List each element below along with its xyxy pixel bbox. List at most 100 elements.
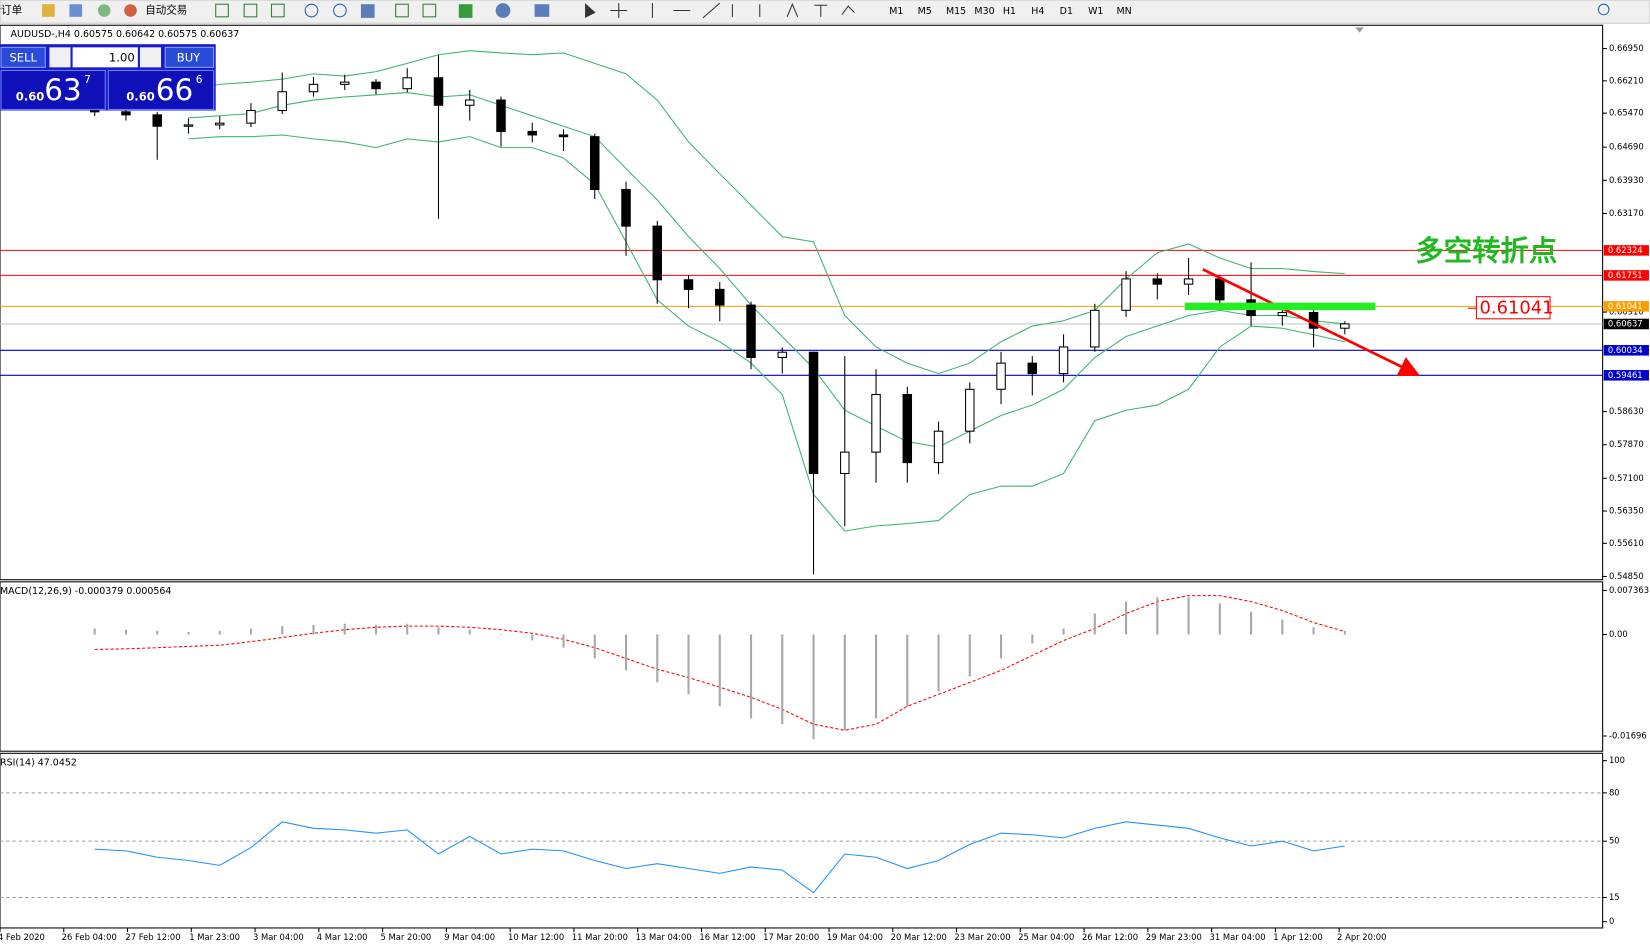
search-icon[interactable]: [1597, 3, 1610, 16]
y-tick-label: 0.54850: [1609, 571, 1644, 581]
y-tick-label: 80: [1609, 787, 1620, 797]
x-tick-label: 16 Mar 12:00: [699, 932, 755, 942]
icon[interactable]: [360, 4, 375, 18]
auto-trade[interactable]: 自动交易: [145, 4, 187, 17]
ask-small[interactable]: 6: [196, 74, 203, 86]
bid-box[interactable]: [0, 69, 106, 110]
timeframe[interactable]: M30: [974, 6, 994, 17]
icon[interactable]: [333, 3, 347, 18]
rsi-title: RSI(14) 47.0452: [0, 757, 77, 768]
y-tick-label: 0.00: [1609, 629, 1628, 639]
volume-input[interactable]: [72, 47, 138, 68]
candle-body: [1215, 278, 1225, 301]
timeframe[interactable]: D1: [1060, 6, 1073, 17]
candle-body: [214, 122, 225, 126]
candle-body: [840, 451, 850, 475]
candle-body: [402, 77, 412, 90]
bid-main[interactable]: 63: [44, 73, 81, 107]
icon[interactable]: [534, 4, 550, 17]
x-tick-label: 4 Mar 12:00: [317, 932, 368, 942]
auto-trade-icon[interactable]: [124, 4, 137, 17]
icon[interactable]: [610, 3, 628, 18]
toolbar-bg: [0, 0, 1650, 24]
icon[interactable]: [458, 4, 473, 18]
y-tick-label: 0.58630: [1609, 406, 1644, 416]
macd-bar: [687, 634, 690, 695]
volume-up[interactable]: [139, 47, 162, 68]
x-tick-label: 9 Mar 04:00: [444, 932, 495, 942]
x-tick-label: 27 Feb 12:00: [125, 932, 180, 942]
bid-small[interactable]: 7: [84, 74, 91, 86]
x-tick-label: 31 Mar 04:00: [1210, 932, 1266, 942]
candle-body: [1058, 346, 1069, 375]
band-line: [188, 134, 1345, 532]
macd-bar: [156, 630, 159, 635]
icon[interactable]: [651, 2, 761, 19]
icon[interactable]: [585, 3, 596, 18]
icon[interactable]: [304, 3, 319, 18]
candle-body: [808, 351, 819, 475]
macd-bar: [531, 634, 534, 641]
ask-big[interactable]: 0.60: [126, 89, 155, 103]
new-order[interactable]: 新订单: [0, 4, 22, 17]
x-tick-label: 1 Mar 23:00: [189, 932, 240, 942]
icon[interactable]: [395, 3, 409, 18]
x-tick-label: 11 Mar 20:00: [572, 932, 628, 942]
x-tick-label: 19 Mar 04:00: [827, 932, 883, 942]
macd-bar: [749, 634, 753, 719]
tool-icons: [215, 2, 1610, 19]
macd-bar: [968, 634, 971, 677]
macd-pane: [0, 581, 1604, 752]
macd-bar: [906, 634, 909, 707]
macd-bar: [874, 634, 878, 719]
ask-main[interactable]: 66: [156, 73, 193, 107]
sell-label[interactable]: SELL: [9, 50, 37, 64]
timeframe[interactable]: M15: [946, 6, 966, 17]
x-tick-label: 2 Apr 20:00: [1337, 932, 1386, 942]
volume-down[interactable]: [49, 47, 71, 68]
macd-bar: [437, 627, 440, 635]
buy-label[interactable]: BUY: [177, 50, 201, 64]
timeframe[interactable]: MN: [1116, 6, 1131, 17]
y-tick-label: 50: [1609, 836, 1620, 846]
timeframe[interactable]: M1: [889, 6, 903, 17]
candle-body: [465, 99, 475, 106]
volume[interactable]: 1.00: [109, 50, 135, 64]
level-label: 0.61041: [1608, 301, 1643, 311]
timeframe[interactable]: W1: [1088, 6, 1103, 17]
icon[interactable]: [270, 3, 285, 18]
level-tag: [1603, 270, 1649, 281]
chart-title: AUDUSD-,H4 0.60575 0.60642 0.60575 0.606…: [11, 29, 240, 40]
icon[interactable]: [243, 3, 258, 18]
icon[interactable]: [841, 5, 855, 16]
timeframe[interactable]: H1: [1003, 6, 1016, 17]
macd-bar: [999, 634, 1003, 659]
icon[interactable]: [786, 2, 828, 18]
level-tag: [1603, 245, 1649, 256]
buy-button[interactable]: [164, 46, 215, 68]
ask-box[interactable]: [107, 69, 215, 110]
rsi-line: [94, 821, 1345, 894]
macd-bar: [1218, 603, 1221, 635]
pivot-bar: [1184, 302, 1376, 311]
macd-bar: [1093, 613, 1096, 635]
timeframe[interactable]: H4: [1031, 6, 1044, 17]
sell-button[interactable]: [0, 46, 46, 68]
icon[interactable]: [495, 3, 511, 18]
bid-big[interactable]: 0.60: [16, 89, 45, 103]
icon[interactable]: [215, 3, 229, 18]
macd-bar: [1312, 627, 1315, 635]
candle-body: [558, 134, 569, 138]
candle-body: [746, 304, 756, 358]
timeframe[interactable]: M5: [918, 6, 932, 17]
candle-body: [1027, 362, 1038, 375]
candle-body: [715, 288, 725, 306]
level-label: 0.60637: [1608, 318, 1643, 328]
x-tick-label: 5 Mar 20:00: [381, 932, 432, 942]
icon[interactable]: [97, 4, 111, 17]
macd-bar: [218, 630, 221, 635]
icon[interactable]: [422, 3, 437, 18]
icon[interactable]: [42, 4, 55, 17]
icon[interactable]: [69, 4, 83, 17]
